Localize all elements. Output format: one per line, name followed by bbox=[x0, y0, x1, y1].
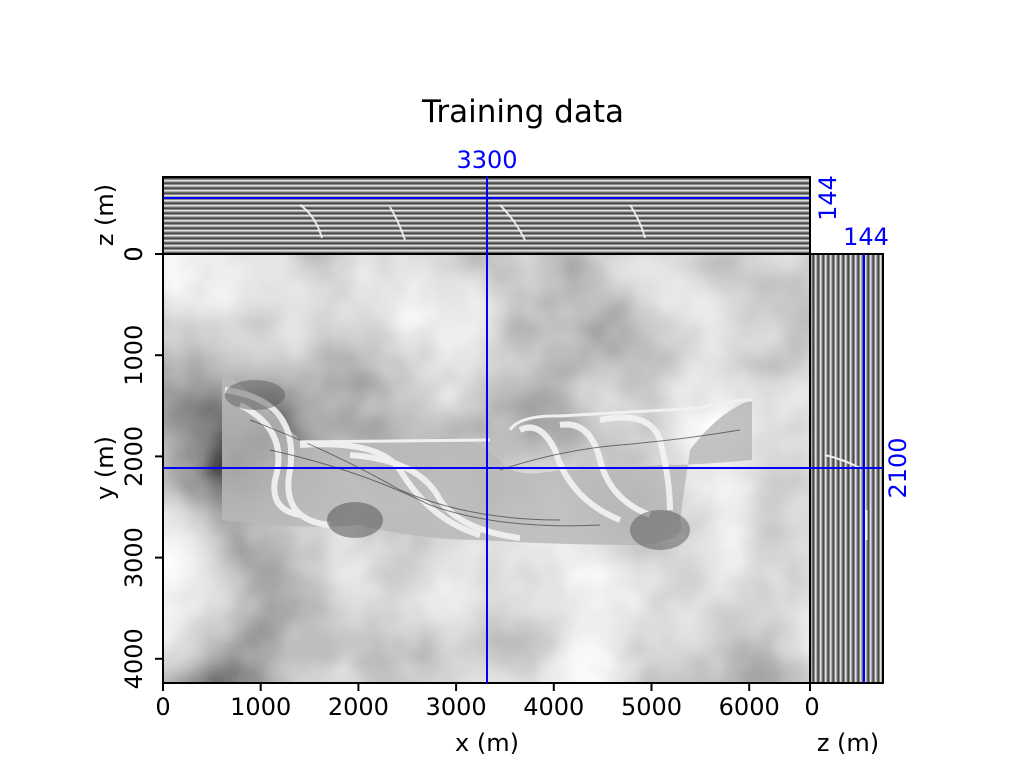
y-tick-label: 1000 bbox=[120, 325, 148, 386]
main-ylabel: y (m) bbox=[91, 436, 119, 500]
x-tick-label: 0 bbox=[155, 693, 170, 721]
main-x-axis: 0 1000 2000 3000 4000 5000 6000 bbox=[155, 683, 780, 721]
x-tick-label: 4000 bbox=[523, 693, 584, 721]
x-tick-label: 1000 bbox=[230, 693, 291, 721]
y-slice-label: 2100 bbox=[884, 437, 912, 498]
right-xtick-0: 0 bbox=[804, 693, 819, 721]
top-ylabel: z (m) bbox=[91, 184, 119, 246]
z-slice-label-top: 144 bbox=[814, 175, 842, 221]
main-xlabel: x (m) bbox=[455, 729, 519, 757]
x-tick-label: 5000 bbox=[621, 693, 682, 721]
right-xlabel: z (m) bbox=[817, 729, 879, 757]
x-tick-label: 3000 bbox=[426, 693, 487, 721]
figure-title: Training data bbox=[421, 94, 624, 130]
y-tick-label: 3000 bbox=[120, 527, 148, 588]
x-tick-label: 6000 bbox=[719, 693, 780, 721]
y-tick-label: 0 bbox=[120, 246, 148, 261]
y-tick-label: 4000 bbox=[120, 628, 148, 689]
main-y-axis: 0 1000 2000 3000 4000 bbox=[120, 246, 163, 689]
x-slice-label: 3300 bbox=[456, 146, 517, 174]
x-tick-label: 2000 bbox=[328, 693, 389, 721]
y-tick-label: 2000 bbox=[120, 426, 148, 487]
crosshair-lines bbox=[163, 177, 883, 683]
top-ytick-0: 0 bbox=[120, 246, 148, 261]
z-slice-label-right: 144 bbox=[843, 223, 889, 251]
